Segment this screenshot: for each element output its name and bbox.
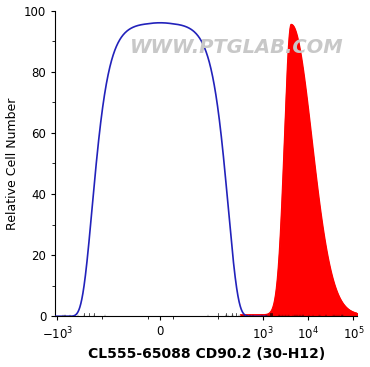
X-axis label: CL555-65088 CD90.2 (30-H12): CL555-65088 CD90.2 (30-H12) xyxy=(88,348,325,361)
Y-axis label: Relative Cell Number: Relative Cell Number xyxy=(6,97,18,230)
Text: WWW.PTGLAB.COM: WWW.PTGLAB.COM xyxy=(130,38,343,57)
